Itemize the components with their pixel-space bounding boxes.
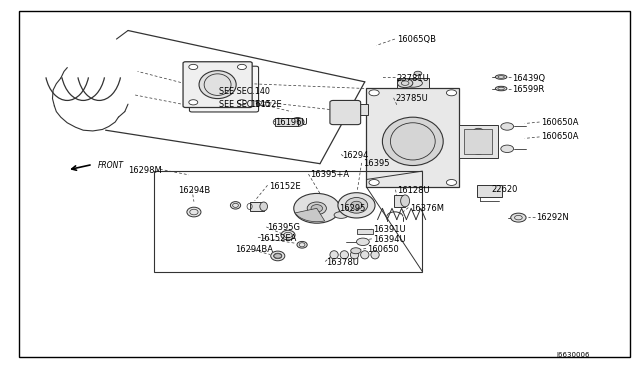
Circle shape	[369, 180, 380, 186]
Bar	[342, 104, 367, 115]
Circle shape	[474, 128, 484, 134]
Text: 16128U: 16128U	[397, 186, 429, 195]
Text: J6630006: J6630006	[557, 352, 590, 358]
Text: 23781U: 23781U	[397, 74, 429, 83]
Circle shape	[189, 100, 198, 105]
Bar	[357, 229, 373, 234]
Circle shape	[501, 123, 514, 130]
Text: 16298M: 16298M	[128, 166, 162, 175]
Bar	[397, 78, 429, 89]
Text: 160650A: 160650A	[541, 118, 579, 126]
Text: 160650A: 160650A	[541, 132, 579, 141]
Circle shape	[274, 254, 282, 258]
Circle shape	[474, 148, 484, 154]
Text: FRONT: FRONT	[98, 161, 124, 170]
Bar	[460, 125, 498, 158]
Circle shape	[501, 145, 514, 153]
Bar	[275, 118, 298, 126]
Circle shape	[369, 90, 380, 96]
Ellipse shape	[495, 75, 507, 79]
Circle shape	[414, 71, 422, 76]
Ellipse shape	[334, 212, 348, 218]
Ellipse shape	[330, 251, 339, 259]
Bar	[154, 171, 422, 272]
Circle shape	[356, 238, 369, 246]
Text: 16065QB: 16065QB	[397, 35, 436, 44]
Text: SEE SEC.140: SEE SEC.140	[219, 100, 269, 109]
Ellipse shape	[351, 251, 359, 259]
Circle shape	[511, 213, 526, 222]
Text: 16196U: 16196U	[275, 118, 308, 126]
Bar	[394, 195, 405, 207]
FancyBboxPatch shape	[189, 66, 259, 112]
Ellipse shape	[346, 198, 368, 213]
Ellipse shape	[401, 195, 410, 207]
Circle shape	[237, 100, 246, 105]
Text: 16378U: 16378U	[326, 258, 359, 267]
Bar	[366, 89, 460, 187]
Text: 16395+A: 16395+A	[310, 170, 349, 179]
Circle shape	[447, 90, 457, 96]
Ellipse shape	[495, 86, 507, 91]
Ellipse shape	[371, 251, 380, 259]
Text: 16295: 16295	[339, 204, 365, 213]
Text: SEE SEC.140: SEE SEC.140	[219, 87, 269, 96]
Text: 16394U: 16394U	[373, 235, 406, 244]
Ellipse shape	[361, 251, 369, 259]
Text: 16391U: 16391U	[373, 225, 406, 234]
Ellipse shape	[340, 251, 349, 259]
Ellipse shape	[199, 71, 236, 99]
Wedge shape	[295, 208, 324, 222]
Text: 16294BA: 16294BA	[236, 246, 273, 254]
Ellipse shape	[307, 202, 326, 215]
Text: 160650: 160650	[367, 245, 399, 254]
Ellipse shape	[271, 251, 285, 261]
Ellipse shape	[294, 193, 340, 223]
Text: 16294: 16294	[342, 151, 369, 160]
Ellipse shape	[230, 202, 241, 209]
Bar	[477, 185, 502, 197]
Text: 16152E: 16152E	[250, 100, 281, 109]
Text: 22620: 22620	[492, 185, 518, 194]
FancyBboxPatch shape	[183, 62, 252, 108]
Circle shape	[447, 180, 457, 186]
Text: 16294B: 16294B	[178, 186, 210, 195]
Ellipse shape	[281, 230, 295, 240]
Text: 16599R: 16599R	[512, 85, 544, 94]
Ellipse shape	[351, 201, 362, 209]
Ellipse shape	[260, 202, 268, 211]
Text: 16292N: 16292N	[536, 213, 569, 222]
Bar	[250, 202, 264, 211]
Ellipse shape	[187, 207, 201, 217]
Text: 16376M: 16376M	[410, 204, 444, 213]
FancyBboxPatch shape	[330, 100, 361, 125]
Circle shape	[237, 64, 246, 70]
Circle shape	[351, 248, 361, 254]
Ellipse shape	[338, 193, 375, 218]
Ellipse shape	[297, 241, 307, 248]
Text: 16439Q: 16439Q	[512, 74, 545, 83]
Ellipse shape	[337, 107, 353, 118]
Text: 16395: 16395	[364, 159, 390, 168]
Ellipse shape	[291, 118, 304, 126]
Text: 16152E: 16152E	[269, 182, 300, 190]
Circle shape	[189, 64, 198, 70]
Ellipse shape	[311, 205, 323, 212]
Text: 23785U: 23785U	[396, 94, 428, 103]
Bar	[465, 129, 493, 154]
Text: 16152EA: 16152EA	[259, 234, 296, 243]
Text: 16395G: 16395G	[268, 223, 301, 232]
Circle shape	[397, 79, 413, 88]
Ellipse shape	[383, 117, 443, 166]
